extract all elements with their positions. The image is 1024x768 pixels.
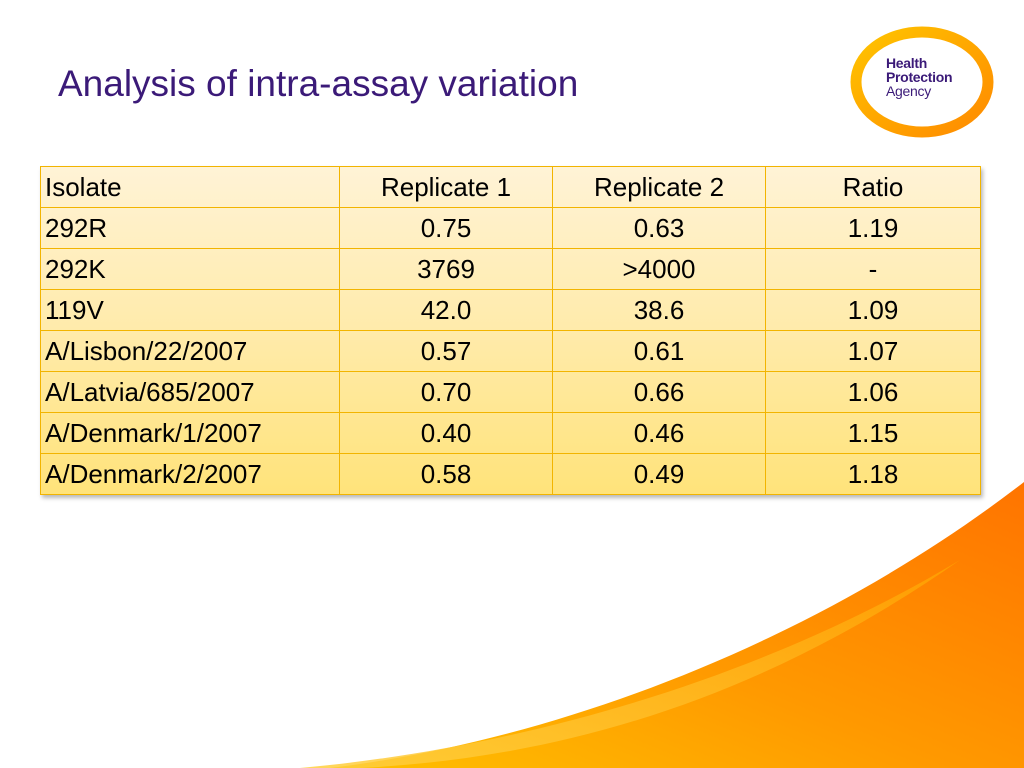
ratio-cell: 1.06 (765, 371, 981, 413)
replicate-2-cell: 38.6 (552, 289, 766, 331)
logo-line-1: Health (886, 55, 927, 71)
replicate-2-cell: >4000 (552, 248, 766, 290)
header-isolate: Isolate (40, 166, 340, 208)
ratio-cell: 1.18 (765, 453, 981, 495)
logo-ring-icon (850, 26, 994, 138)
isolate-cell: A/Lisbon/22/2007 (40, 330, 340, 372)
table-row: A/Denmark/1/2007 0.40 0.46 1.15 (40, 412, 981, 454)
health-protection-agency-logo: Health Protection Agency (848, 24, 998, 140)
ratio-cell: 1.09 (765, 289, 981, 331)
variation-table: Isolate Replicate 1 Replicate 2 Ratio 29… (40, 166, 981, 495)
replicate-2-cell: 0.66 (552, 371, 766, 413)
table-row: 292K 3769 >4000 - (40, 248, 981, 290)
table-row: A/Denmark/2/2007 0.58 0.49 1.18 (40, 453, 981, 495)
isolate-cell: 119V (40, 289, 340, 331)
ratio-cell: - (765, 248, 981, 290)
replicate-2-cell: 0.63 (552, 207, 766, 249)
table-row: 292R 0.75 0.63 1.19 (40, 207, 981, 249)
replicate-1-cell: 0.57 (339, 330, 553, 372)
header-replicate-1: Replicate 1 (339, 166, 553, 208)
table-row: A/Lisbon/22/2007 0.57 0.61 1.07 (40, 330, 981, 372)
header-replicate-2: Replicate 2 (552, 166, 766, 208)
ratio-cell: 1.19 (765, 207, 981, 249)
ratio-cell: 1.15 (765, 412, 981, 454)
header-ratio: Ratio (765, 166, 981, 208)
slide-title: Analysis of intra-assay variation (58, 63, 579, 104)
table-row: 119V 42.0 38.6 1.09 (40, 289, 981, 331)
replicate-1-cell: 0.70 (339, 371, 553, 413)
table-row: A/Latvia/685/2007 0.70 0.66 1.06 (40, 371, 981, 413)
replicate-1-cell: 0.58 (339, 453, 553, 495)
isolate-cell: 292K (40, 248, 340, 290)
variation-table-container: Isolate Replicate 1 Replicate 2 Ratio 29… (40, 166, 981, 495)
ratio-cell: 1.07 (765, 330, 981, 372)
replicate-1-cell: 0.40 (339, 412, 553, 454)
replicate-2-cell: 0.46 (552, 412, 766, 454)
logo-line-3: Agency (886, 83, 931, 99)
logo-line-2: Protection (886, 69, 953, 85)
replicate-1-cell: 3769 (339, 248, 553, 290)
isolate-cell: A/Latvia/685/2007 (40, 371, 340, 413)
isolate-cell: 292R (40, 207, 340, 249)
isolate-cell: A/Denmark/2/2007 (40, 453, 340, 495)
replicate-1-cell: 0.75 (339, 207, 553, 249)
table-header-row: Isolate Replicate 1 Replicate 2 Ratio (40, 166, 981, 208)
replicate-2-cell: 0.61 (552, 330, 766, 372)
replicate-1-cell: 42.0 (339, 289, 553, 331)
replicate-2-cell: 0.49 (552, 453, 766, 495)
isolate-cell: A/Denmark/1/2007 (40, 412, 340, 454)
